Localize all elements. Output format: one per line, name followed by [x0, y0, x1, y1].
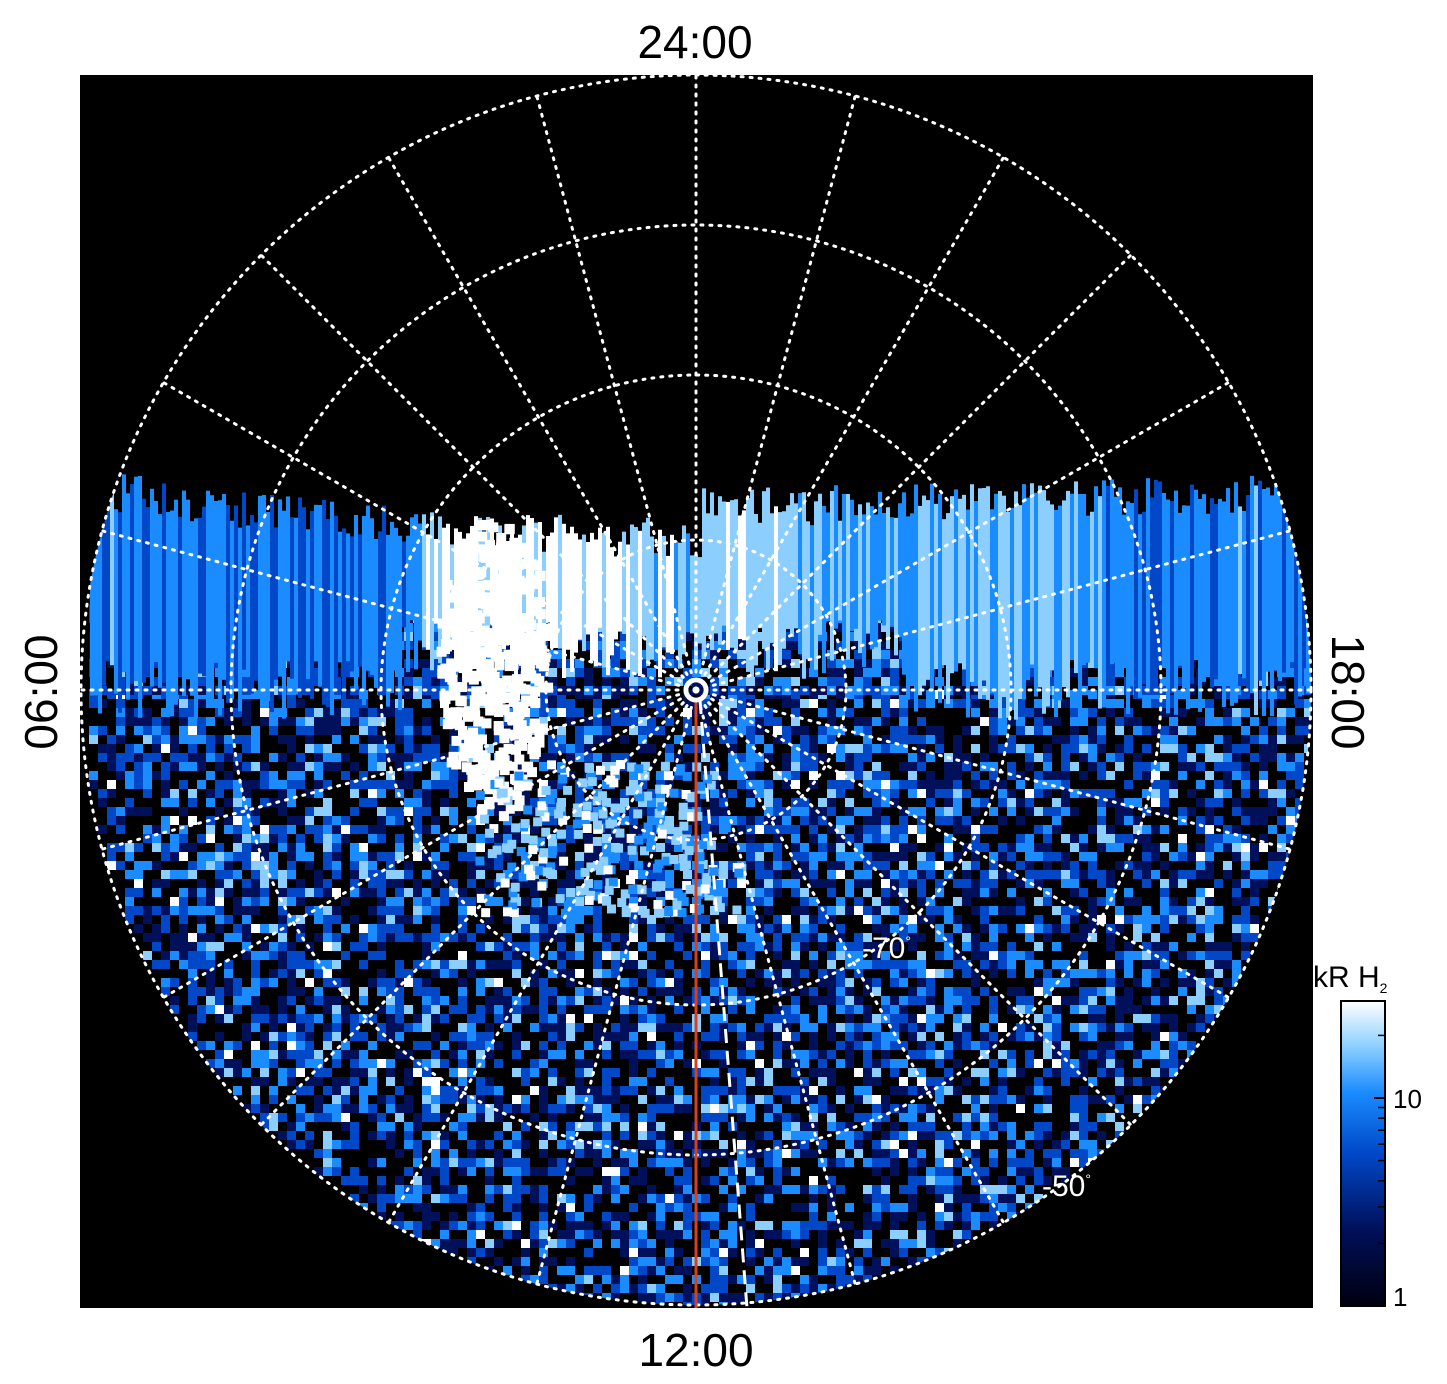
meridian-line: [694, 688, 1133, 1127]
meridian-line: [535, 94, 698, 692]
meridian-line: [694, 529, 1292, 692]
meridian-line: [694, 381, 1231, 692]
meridian-line: [161, 381, 698, 692]
meridian-line: [100, 688, 698, 851]
colorbar-tick-label-1: 1: [1393, 1282, 1407, 1312]
pole-marker: [683, 677, 709, 703]
meridian-line: [259, 253, 698, 692]
meridian-line: [161, 688, 698, 999]
meridian-line: [694, 688, 1292, 851]
colorbar-minor-ticks: [1378, 1034, 1385, 1245]
latitude-label-70: -70°: [862, 932, 911, 965]
colorbar: kR H2 10 1: [1313, 961, 1422, 1312]
emission-image: [89, 471, 1311, 1305]
dashed-reference-line: [698, 699, 749, 1309]
meridian-line: [535, 688, 698, 1286]
meridian-line: [387, 155, 698, 692]
meridian-line: [259, 688, 698, 1127]
meridian-line: [694, 688, 1005, 1225]
local-time-label-right: 18:00: [1322, 634, 1374, 749]
meridian-line: [694, 253, 1133, 692]
meridian-line: [694, 688, 1231, 999]
local-time-label-top: 24:00: [637, 16, 752, 68]
meridian-line: [694, 94, 857, 692]
local-time-label-left: 06:00: [15, 634, 67, 749]
meridian-line: [694, 155, 1005, 692]
colorbar-title: kR H2: [1313, 961, 1388, 996]
meridian-line: [694, 688, 857, 1286]
meridian-line: [100, 529, 698, 692]
colorbar-gradient: [1340, 1000, 1386, 1307]
colorbar-tick-label-10: 10: [1393, 1084, 1422, 1114]
meridian-line: [387, 688, 698, 1225]
local-time-label-bottom: 12:00: [638, 1324, 753, 1376]
latitude-label-50: -50°: [1042, 1170, 1091, 1203]
